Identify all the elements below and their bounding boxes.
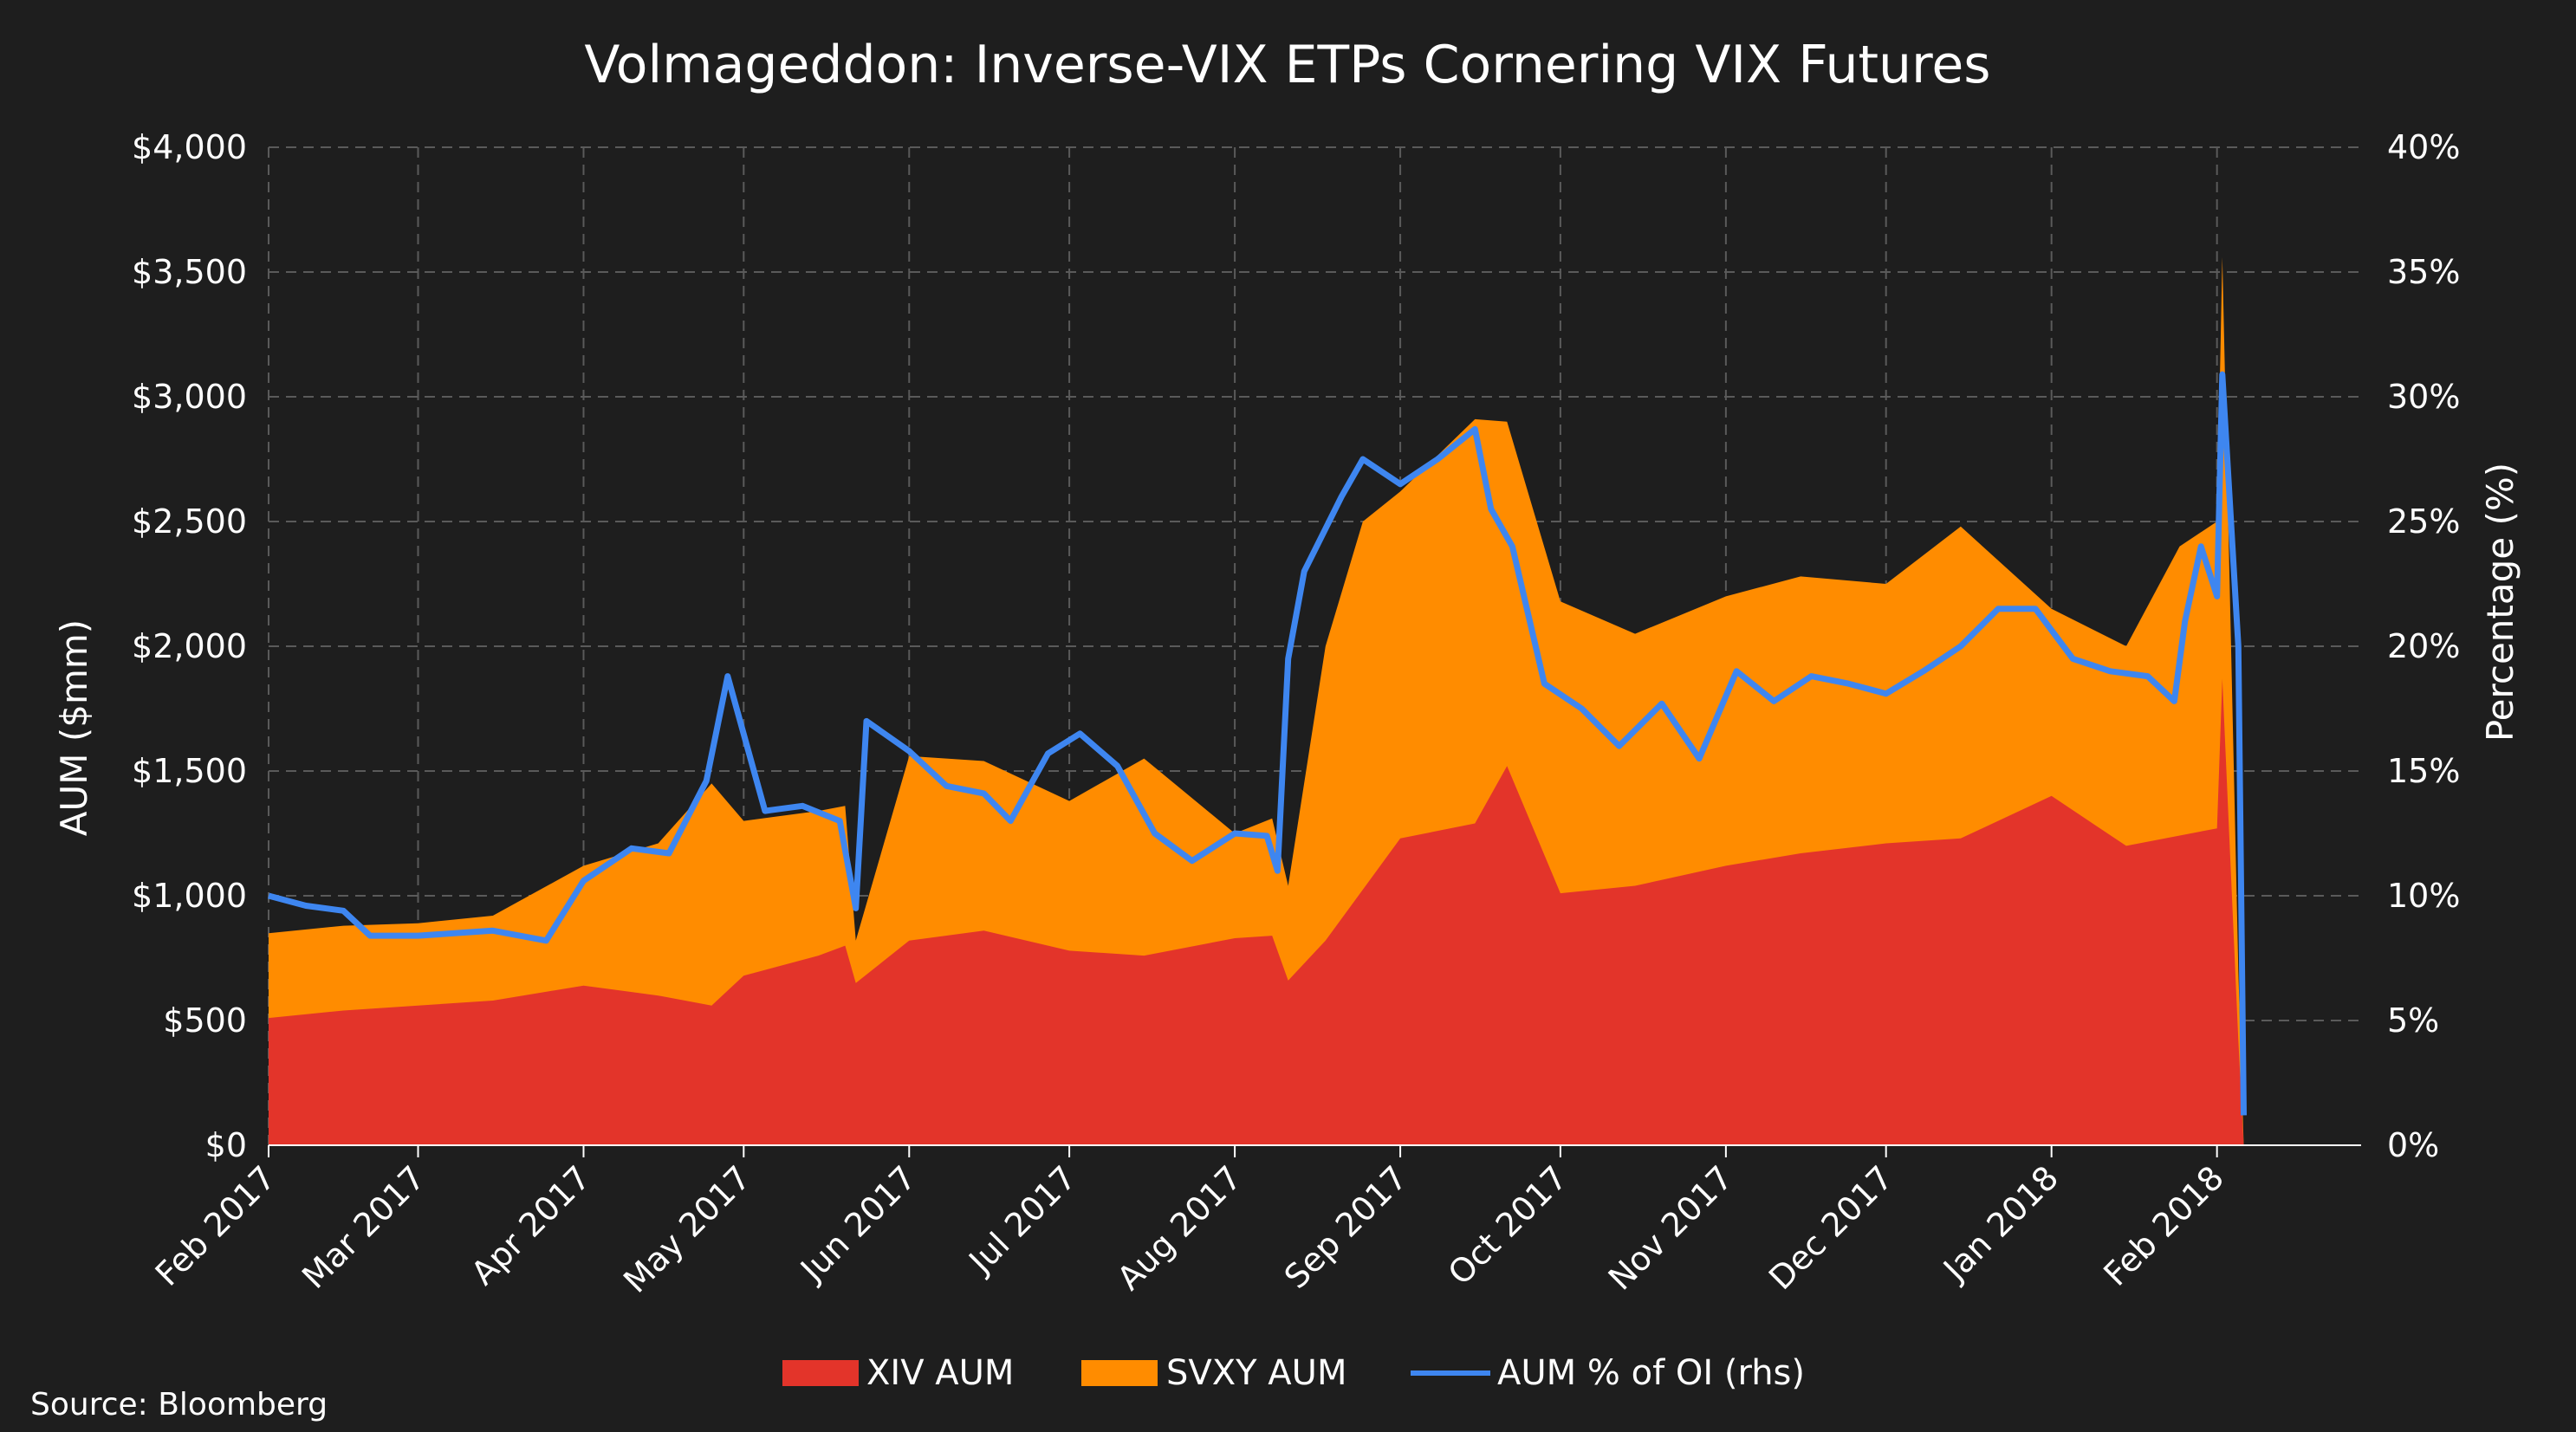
left-y-tick-label: $4,000 bbox=[132, 128, 247, 166]
right-y-axis-ticks: 0% 5% 10% 15% 20% 25% 30% 35% 40% bbox=[2387, 128, 2460, 1164]
left-y-axis-ticks: $0 $500 $1,000 $1,500 $2,000 $2,500 $3,000 $3,5… bbox=[132, 128, 247, 1164]
right-y-axis-label: Percentage (%) bbox=[2479, 463, 2521, 742]
left-y-tick-label: $1,500 bbox=[132, 752, 247, 790]
left-y-tick-label: $2,000 bbox=[132, 627, 247, 665]
right-y-tick-label: 40% bbox=[2387, 128, 2460, 166]
left-y-tick-label: $500 bbox=[163, 1001, 247, 1040]
legend-label-svxy-aum: SVXY AUM bbox=[1166, 1353, 1346, 1393]
right-y-tick-label: 20% bbox=[2387, 627, 2460, 665]
right-y-tick-label: 35% bbox=[2387, 253, 2460, 291]
source-note: Source: Bloomberg bbox=[30, 1387, 328, 1422]
plot-areas bbox=[269, 256, 2244, 1146]
right-y-tick-label: 5% bbox=[2387, 1001, 2439, 1040]
legend-label-aum-pct-oi: AUM % of OI (rhs) bbox=[1497, 1353, 1805, 1393]
left-y-axis-label: AUM ($mm) bbox=[53, 619, 95, 836]
legend-swatch-xiv-aum bbox=[782, 1360, 859, 1386]
series-aum-pct-oi-line bbox=[268, 371, 2247, 1116]
chart-title: Volmageddon: Inverse-VIX ETPs Cornering … bbox=[584, 35, 1990, 95]
left-y-tick-label: $0 bbox=[205, 1126, 247, 1164]
legend-label-xiv-aum: XIV AUM bbox=[866, 1353, 1014, 1393]
right-y-tick-label: 15% bbox=[2387, 752, 2460, 790]
right-y-tick-label: 10% bbox=[2387, 877, 2460, 915]
legend-swatch-svxy-aum bbox=[1081, 1360, 1158, 1386]
legend: XIV AUM SVXY AUM AUM % of OI (rhs) bbox=[782, 1353, 1805, 1393]
right-y-tick-label: 25% bbox=[2387, 502, 2460, 541]
left-y-tick-label: $1,000 bbox=[132, 877, 247, 915]
left-y-tick-label: $3,000 bbox=[132, 378, 247, 416]
left-y-tick-label: $3,500 bbox=[132, 253, 247, 291]
right-y-tick-label: 0% bbox=[2387, 1126, 2439, 1164]
left-y-tick-label: $2,500 bbox=[132, 502, 247, 541]
series-xiv-aum-area bbox=[269, 678, 2244, 1145]
right-y-tick-label: 30% bbox=[2387, 378, 2460, 416]
